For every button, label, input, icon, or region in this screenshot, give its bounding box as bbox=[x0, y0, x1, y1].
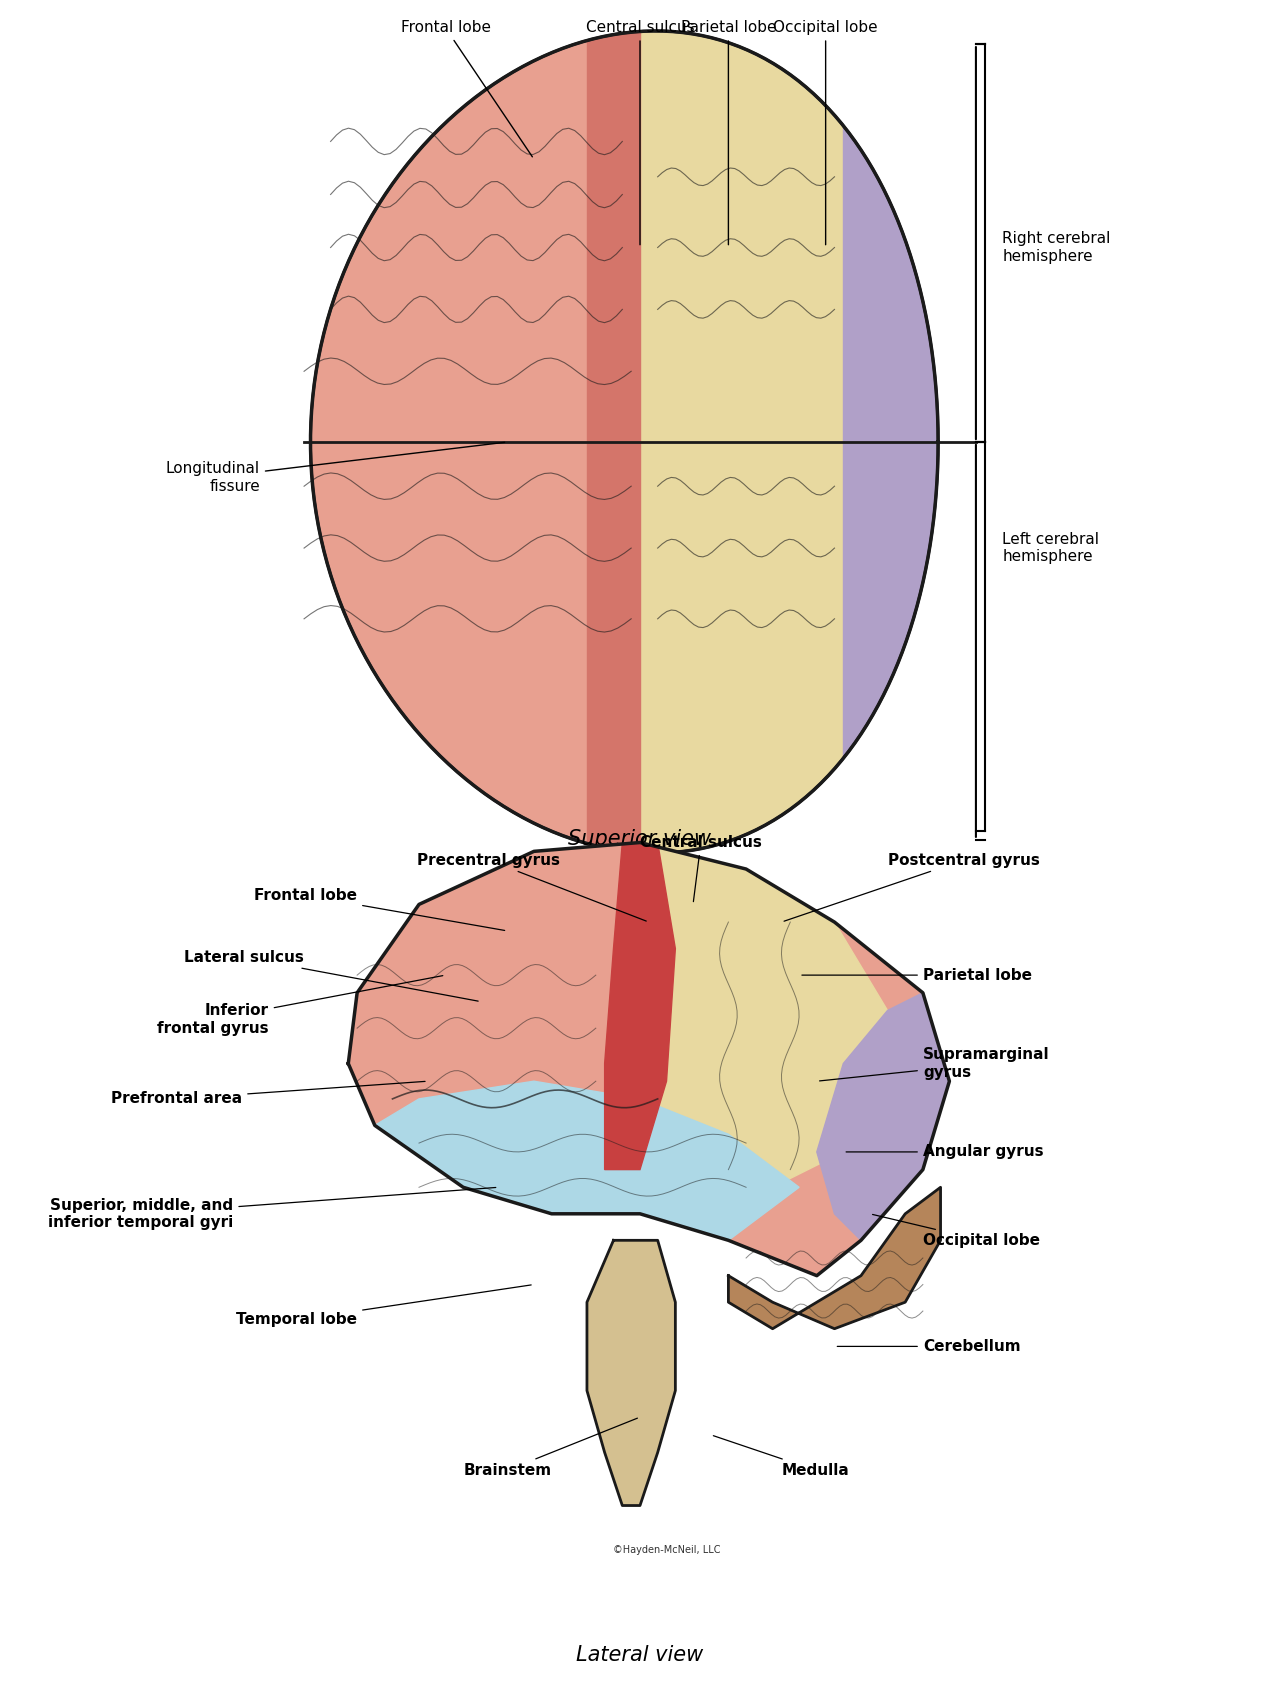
Text: Temporal lobe: Temporal lobe bbox=[236, 1285, 531, 1328]
Polygon shape bbox=[640, 0, 844, 884]
Text: Left cerebral
hemisphere: Left cerebral hemisphere bbox=[1002, 532, 1100, 564]
Text: Parietal lobe: Parietal lobe bbox=[801, 967, 1032, 983]
Text: ©Hayden-McNeil, LLC: ©Hayden-McNeil, LLC bbox=[613, 1545, 721, 1556]
Text: Angular gyrus: Angular gyrus bbox=[846, 1144, 1043, 1159]
Text: Occipital lobe: Occipital lobe bbox=[773, 20, 878, 245]
Text: Prefrontal area: Prefrontal area bbox=[111, 1081, 425, 1107]
Text: Right cerebral
hemisphere: Right cerebral hemisphere bbox=[1002, 231, 1111, 264]
Text: Lateral sulcus: Lateral sulcus bbox=[184, 950, 479, 1001]
Polygon shape bbox=[348, 843, 950, 1275]
Text: Superior view: Superior view bbox=[568, 828, 712, 848]
Text: Central sulcus: Central sulcus bbox=[640, 835, 762, 901]
Polygon shape bbox=[728, 1187, 941, 1329]
Text: Occipital lobe: Occipital lobe bbox=[873, 1214, 1039, 1248]
Text: Parietal lobe: Parietal lobe bbox=[681, 20, 776, 245]
Text: Lateral view: Lateral view bbox=[576, 1644, 704, 1664]
Polygon shape bbox=[375, 1081, 799, 1241]
Text: Cerebellum: Cerebellum bbox=[837, 1340, 1020, 1353]
Text: Precentral gyrus: Precentral gyrus bbox=[417, 853, 646, 921]
Text: Supramarginal
gyrus: Supramarginal gyrus bbox=[819, 1047, 1050, 1081]
Text: Frontal lobe: Frontal lobe bbox=[401, 20, 532, 156]
Text: Longitudinal
fissure: Longitudinal fissure bbox=[165, 442, 504, 493]
Text: Brainstem: Brainstem bbox=[463, 1418, 637, 1477]
Polygon shape bbox=[311, 31, 938, 853]
Text: Central sulcus: Central sulcus bbox=[586, 20, 694, 245]
Polygon shape bbox=[604, 843, 676, 1170]
Polygon shape bbox=[844, 0, 1082, 884]
Text: Frontal lobe: Frontal lobe bbox=[255, 887, 504, 930]
Polygon shape bbox=[658, 843, 887, 1197]
Text: Medulla: Medulla bbox=[713, 1436, 849, 1477]
Text: Inferior
frontal gyrus: Inferior frontal gyrus bbox=[157, 976, 443, 1035]
Text: Postcentral gyrus: Postcentral gyrus bbox=[785, 853, 1039, 921]
Polygon shape bbox=[588, 1241, 676, 1506]
Polygon shape bbox=[817, 993, 950, 1241]
Polygon shape bbox=[588, 0, 640, 884]
Text: Superior, middle, and
inferior temporal gyri: Superior, middle, and inferior temporal … bbox=[49, 1188, 495, 1231]
